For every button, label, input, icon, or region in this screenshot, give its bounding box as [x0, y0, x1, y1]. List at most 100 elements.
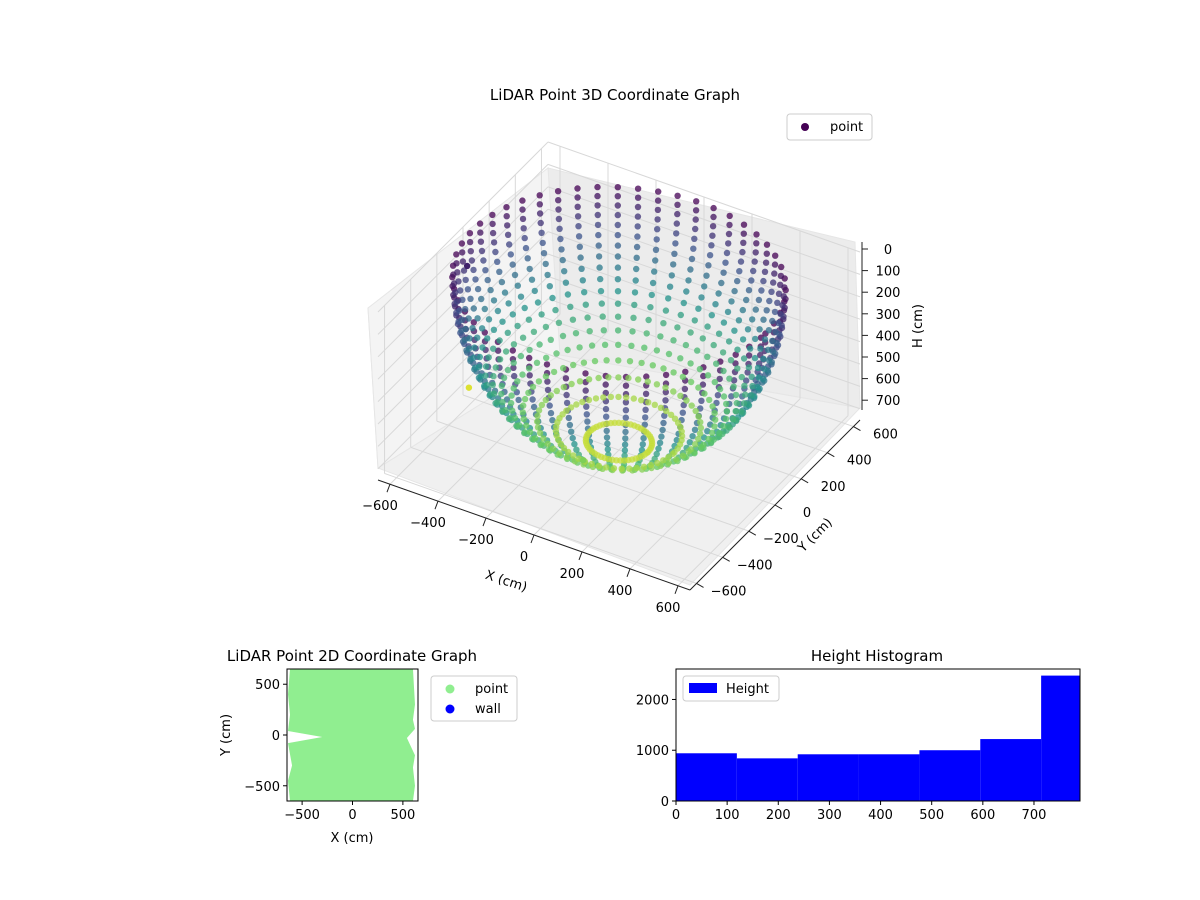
plot-2d-title: LiDAR Point 2D Coordinate Graph — [227, 647, 477, 665]
point-3d — [557, 235, 564, 243]
point-3d — [466, 335, 473, 342]
plot-3d: LiDAR Point 3D Coordinate Graph −600 −400… — [362, 86, 926, 616]
histogram-bar — [676, 753, 737, 801]
point-3d — [544, 440, 551, 447]
point-3d — [651, 268, 658, 275]
y-tick-label-2d: 0 — [272, 729, 280, 744]
point-3d — [492, 364, 499, 371]
point-3d — [462, 305, 469, 313]
point-3d — [549, 417, 556, 424]
point-3d — [672, 240, 679, 247]
point-3d — [666, 283, 674, 290]
point-3d — [514, 378, 521, 385]
point-3d — [583, 411, 590, 418]
point-3d — [483, 381, 491, 389]
point-3d — [760, 355, 767, 362]
point-3d — [732, 360, 739, 367]
point-3d — [519, 215, 527, 223]
plot-3d-title: LiDAR Point 3D Coordinate Graph — [490, 86, 740, 104]
x-tick-label-3d: 400 — [608, 584, 633, 599]
point-3d — [705, 435, 712, 443]
point-3d — [510, 341, 518, 348]
point-3d — [685, 277, 692, 284]
point-3d — [490, 390, 498, 397]
point-3d — [653, 236, 660, 243]
point-cloud-2d — [288, 669, 415, 801]
point-3d — [647, 304, 654, 311]
point-3d — [614, 193, 621, 200]
point-3d — [549, 445, 557, 452]
point-3d — [519, 334, 527, 341]
point-3d — [756, 326, 763, 333]
point-3d — [632, 277, 639, 284]
point-3d — [574, 213, 582, 220]
point-3d — [505, 300, 512, 307]
histogram-x-tick-label: 100 — [715, 808, 740, 823]
point-3d — [688, 255, 696, 263]
point-3d — [547, 336, 554, 343]
point-3d — [742, 391, 749, 398]
point-3d — [504, 366, 512, 374]
point-3d — [655, 445, 662, 452]
point-3d — [775, 319, 782, 327]
plot-2d-area — [288, 669, 415, 801]
legend-2d-label-point: point — [475, 682, 508, 697]
point-3d — [459, 316, 466, 323]
point-3d — [688, 402, 695, 409]
point-3d — [471, 344, 478, 351]
point-3d — [575, 233, 583, 240]
point-3d — [708, 242, 715, 249]
point-3d — [574, 194, 581, 201]
point-3d — [603, 357, 610, 364]
point-3d — [588, 342, 596, 349]
point-3d — [542, 396, 549, 404]
point-3d — [602, 381, 609, 388]
point-3d — [710, 436, 717, 443]
point-3d — [673, 230, 680, 237]
point-3d — [621, 452, 628, 459]
point-3d — [482, 363, 490, 370]
point-3d — [647, 461, 655, 469]
point-3d — [745, 287, 753, 294]
point-3d — [763, 307, 770, 314]
point-3d — [594, 202, 601, 209]
point-3d — [634, 233, 641, 240]
histogram-bar — [919, 750, 981, 801]
point-3d — [521, 304, 528, 312]
point-3d — [598, 300, 605, 307]
point-3d — [484, 335, 491, 342]
histogram-ticks: 0 100 200 300 400 500 600 700 0 1000 2000 — [636, 693, 1046, 823]
point-3d — [614, 327, 622, 334]
point-3d — [731, 327, 738, 334]
point-3d — [604, 440, 611, 447]
point-3d — [762, 259, 770, 266]
point-3d — [658, 433, 665, 440]
point-3d — [739, 336, 747, 343]
point-3d — [712, 301, 719, 308]
point-3d — [660, 457, 667, 464]
point-3d — [704, 372, 712, 379]
histogram-bar — [736, 758, 798, 801]
point-3d — [691, 441, 699, 448]
point-3d — [481, 305, 488, 313]
point-3d — [516, 422, 523, 429]
point-3d — [563, 391, 570, 399]
point-3d — [472, 276, 479, 283]
point-3d — [567, 404, 575, 411]
point-3d — [586, 328, 593, 335]
point-3d — [653, 381, 661, 388]
point-3d — [714, 392, 722, 399]
point-3d — [732, 391, 740, 399]
point-3d — [744, 369, 751, 376]
point-3d — [534, 299, 542, 306]
point-3d — [466, 238, 474, 246]
point-3d — [698, 294, 705, 301]
point-3d — [643, 373, 650, 380]
point-3d — [695, 384, 702, 391]
point-3d — [639, 441, 646, 448]
point-3d — [720, 367, 727, 375]
point-3d — [687, 446, 695, 453]
point-3d — [769, 348, 777, 355]
point-3d — [504, 231, 512, 238]
